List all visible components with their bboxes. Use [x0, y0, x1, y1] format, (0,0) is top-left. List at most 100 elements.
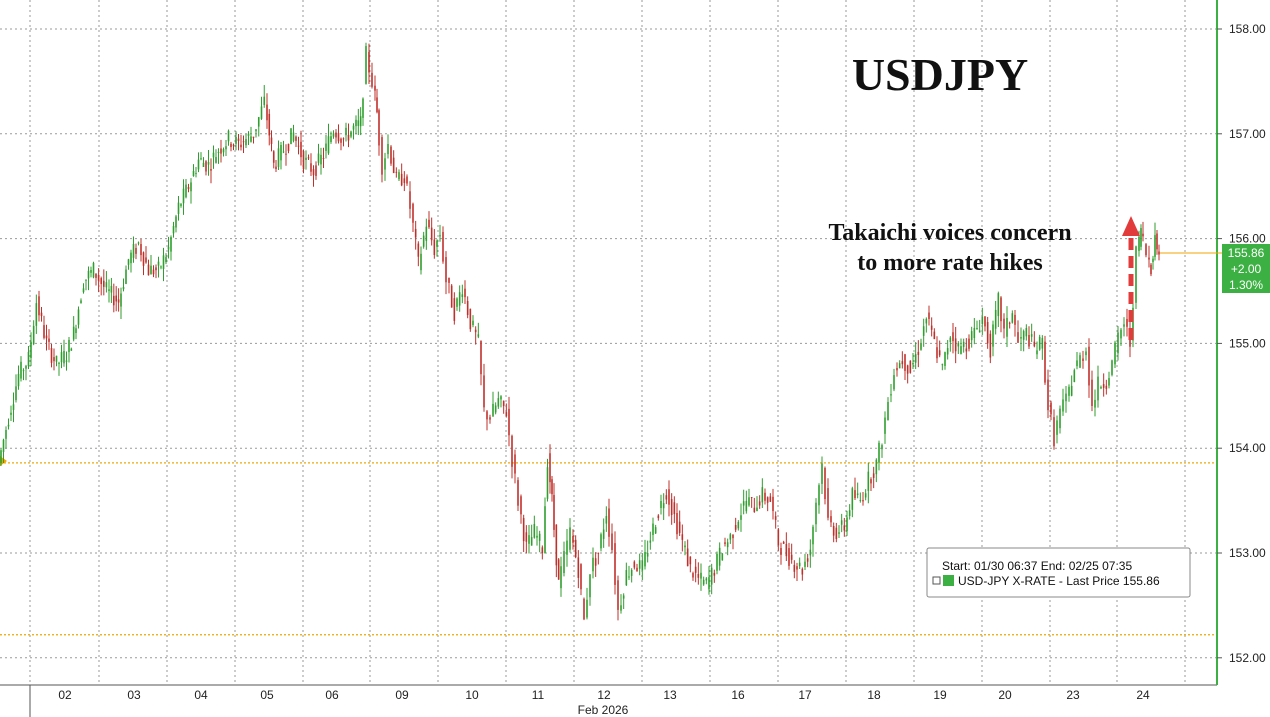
price-bar	[260, 106, 263, 119]
price-bar	[162, 255, 165, 269]
price-bar	[628, 576, 630, 578]
price-bar	[453, 298, 456, 321]
price-bar	[946, 348, 949, 355]
price-bar	[689, 556, 692, 565]
price-bar	[856, 493, 859, 495]
price-bar	[652, 523, 654, 536]
price-bar	[317, 153, 320, 163]
price-bar	[1102, 384, 1105, 388]
price-bar	[830, 516, 832, 523]
price-bar	[175, 216, 177, 228]
price-bar	[569, 527, 571, 550]
price-bar	[72, 326, 75, 340]
price-bar	[483, 375, 485, 408]
price-bar	[117, 299, 120, 303]
price-bar	[605, 516, 608, 524]
price-bar	[812, 526, 814, 545]
price-bar	[230, 143, 232, 148]
price-bar	[978, 330, 981, 333]
price-bar	[180, 204, 182, 206]
price-bar	[989, 333, 992, 358]
price-bar	[182, 188, 185, 204]
x-tick-label: 03	[127, 688, 141, 702]
price-bar	[1047, 379, 1049, 411]
price-bar	[53, 357, 55, 362]
price-bar	[636, 567, 638, 572]
price-bar	[705, 578, 708, 581]
price-bar	[854, 490, 856, 499]
price-bar	[586, 599, 588, 618]
price-bar	[412, 203, 414, 223]
price-bar	[710, 567, 713, 585]
price-bar	[489, 417, 491, 420]
price-bar	[686, 548, 689, 567]
price-bar	[212, 152, 215, 158]
price-bar	[700, 572, 702, 579]
price-bar	[611, 533, 613, 550]
price-bar	[1114, 342, 1116, 365]
price-bar	[295, 136, 297, 141]
price-bar	[525, 532, 528, 542]
price-bar	[170, 236, 172, 252]
price-bar	[357, 120, 360, 126]
price-bar	[422, 235, 425, 247]
price-bar	[1033, 341, 1036, 347]
price-bar	[1025, 327, 1028, 337]
price-bar	[376, 97, 378, 113]
price-bar	[806, 558, 809, 562]
price-bar	[824, 468, 826, 500]
price-bar	[654, 527, 657, 534]
price-bar	[965, 348, 968, 352]
price-bar	[742, 501, 745, 506]
price-bar	[15, 386, 17, 401]
price-bar	[893, 375, 895, 390]
price-bar	[992, 324, 994, 347]
price-bar	[335, 132, 337, 138]
legend: Start: 01/30 06:37 End: 02/25 07:35 USD-…	[926, 547, 1191, 598]
price-bar	[1022, 331, 1025, 340]
price-bar	[785, 544, 788, 557]
price-bar	[310, 163, 312, 172]
price-bar	[981, 316, 984, 324]
price-bar	[644, 552, 646, 567]
price-bar	[461, 294, 464, 297]
price-bar	[242, 141, 245, 143]
price-bar	[832, 525, 835, 536]
price-bar	[546, 467, 549, 499]
price-bar	[917, 351, 920, 355]
price-bar	[1076, 360, 1078, 367]
y-tick-label: 154.00	[1229, 441, 1266, 455]
price-bar	[530, 537, 533, 546]
price-bar	[976, 328, 978, 330]
legend-expand-icon[interactable]	[932, 576, 941, 585]
price-tag-last: 155.86	[1228, 246, 1265, 260]
price-bar	[110, 285, 113, 293]
price-bar	[541, 547, 544, 554]
price-bar	[65, 360, 68, 362]
price-bar	[398, 172, 400, 180]
price-bar	[724, 542, 726, 544]
price-bar	[1135, 246, 1137, 303]
price-bar	[352, 125, 355, 130]
price-bar	[555, 524, 558, 566]
price-bar	[25, 365, 27, 369]
price-bar	[305, 157, 307, 160]
price-bar	[528, 535, 530, 544]
price-bar	[1008, 322, 1011, 324]
price-bar	[520, 496, 522, 515]
price-bar	[80, 300, 82, 304]
price-bar	[920, 343, 922, 350]
price-bar	[1105, 385, 1108, 389]
price-bar	[371, 72, 373, 87]
y-axis: 158.00 157.00 156.00 155.00 154.00 153.00 152.…	[1216, 0, 1266, 685]
price-bar	[448, 277, 450, 283]
price-bar	[875, 459, 878, 475]
price-bar	[222, 149, 225, 153]
price-bar	[726, 542, 729, 548]
price-bar	[1070, 385, 1073, 396]
price-bar	[538, 533, 541, 541]
price-bar	[215, 157, 217, 163]
x-tick-label: 12	[597, 688, 611, 702]
legend-range: Start: 01/30 06:37 End: 02/25 07:35	[942, 559, 1132, 573]
price-bar	[1073, 370, 1076, 383]
